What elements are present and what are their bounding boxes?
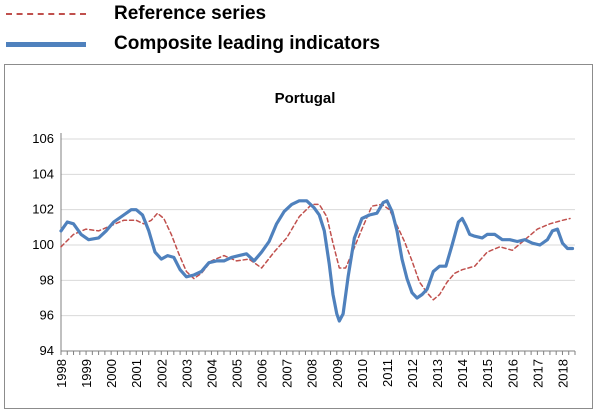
x-tick-label: 2002 (154, 359, 169, 388)
x-tick-label: 2001 (129, 359, 144, 388)
x-tick-label: 2004 (204, 359, 219, 388)
chart-area: Portugal 94 96 98 100 102 104 106 1998 1999 2000 2… (4, 64, 593, 409)
grid-lines (61, 138, 575, 317)
y-tick-label: 104 (32, 166, 54, 181)
y-tick-label: 98 (40, 272, 54, 287)
x-tick-label: 2017 (530, 359, 545, 388)
x-tick-label: 2015 (480, 359, 495, 388)
x-tick-label: 2009 (330, 359, 345, 388)
legend-swatch-reference (6, 13, 86, 15)
y-tick-label: 100 (32, 237, 54, 252)
axes: 94 96 98 100 102 104 106 1998 1999 2000 2001 2002 20… (32, 131, 576, 388)
x-tick-label: 2007 (280, 359, 295, 388)
y-tick-label: 96 (40, 308, 54, 323)
legend-label-reference: Reference series (114, 3, 267, 24)
legend-swatch-cli (6, 41, 86, 47)
chart-legend: Reference series Composite leading indic… (0, 0, 605, 60)
x-tick-label: 2003 (179, 359, 194, 388)
x-tick-label: 2013 (430, 359, 445, 388)
cli-series (59, 199, 575, 323)
y-tick-label: 102 (32, 202, 54, 217)
x-tick-label: 2005 (230, 359, 245, 388)
legend-label-cli: Composite leading indicators (114, 33, 381, 54)
x-tick-label: 2000 (104, 359, 119, 388)
x-tick-label: 2010 (355, 359, 370, 388)
x-tick-label: 2011 (380, 359, 395, 387)
reference-series (60, 203, 571, 301)
legend-entry-reference: Reference series (6, 2, 266, 26)
legend-entry-cli: Composite leading indicators (6, 32, 380, 56)
reference-series-line (60, 203, 571, 301)
y-tick-label: 106 (32, 131, 54, 146)
cli-series-line (59, 199, 575, 323)
x-tick-label: 2018 (555, 359, 570, 388)
x-tick-label: 2014 (455, 359, 470, 388)
x-tick-label: 2006 (255, 359, 270, 388)
x-tick-label: 1999 (79, 359, 94, 388)
x-tick-label: 1998 (54, 359, 69, 388)
x-tick-label: 2012 (405, 359, 420, 388)
x-tick-label: 2008 (305, 359, 320, 388)
chart-title: Portugal (275, 90, 336, 107)
y-tick-label: 94 (40, 343, 54, 358)
x-tick-label: 2016 (505, 359, 520, 388)
line-chart: Portugal 94 96 98 100 102 104 106 1998 1999 2000 2… (32, 90, 576, 388)
